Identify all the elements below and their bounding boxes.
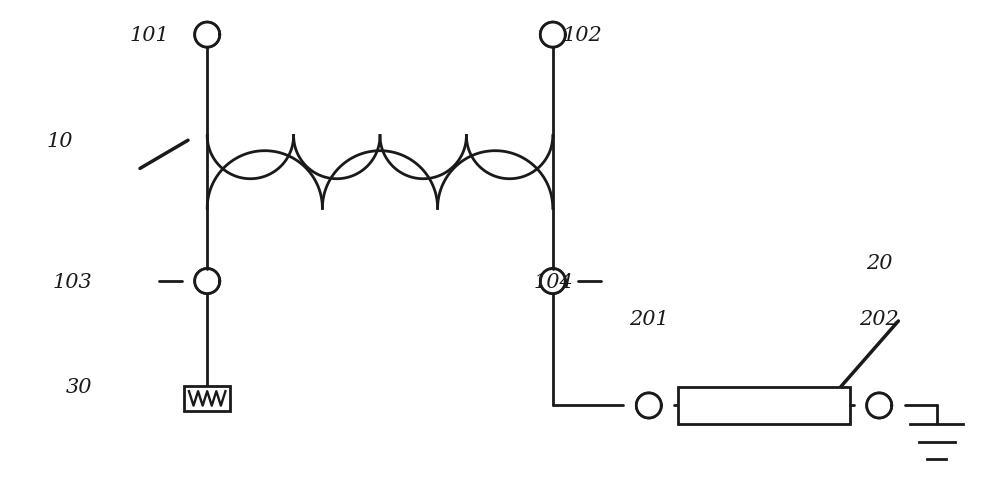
Text: 104: 104 xyxy=(534,272,573,291)
Text: 20: 20 xyxy=(866,253,892,272)
Polygon shape xyxy=(195,23,220,48)
Polygon shape xyxy=(540,23,565,48)
Text: 103: 103 xyxy=(52,272,92,291)
Text: 101: 101 xyxy=(129,26,169,45)
Text: 202: 202 xyxy=(859,309,899,328)
Text: 30: 30 xyxy=(66,377,92,396)
Text: 102: 102 xyxy=(562,26,602,45)
Text: 10: 10 xyxy=(46,131,73,150)
Polygon shape xyxy=(636,393,661,418)
Bar xyxy=(184,386,230,411)
Polygon shape xyxy=(540,269,565,294)
Text: 201: 201 xyxy=(629,309,669,328)
Bar xyxy=(678,387,850,425)
Polygon shape xyxy=(867,393,892,418)
Polygon shape xyxy=(195,269,220,294)
